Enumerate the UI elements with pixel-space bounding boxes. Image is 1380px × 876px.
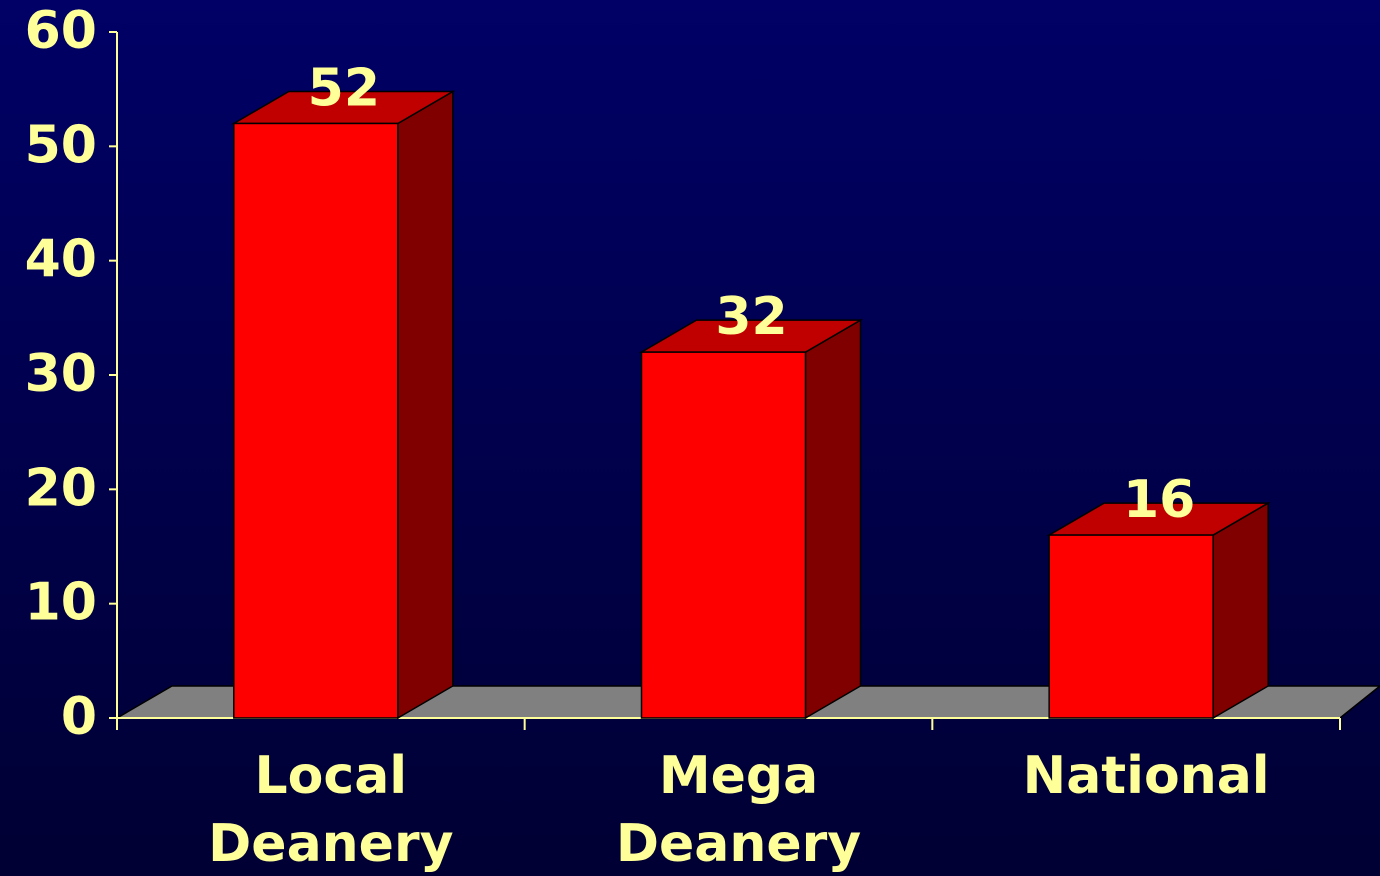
bar-side (1212, 501, 1269, 720)
value-label: 32 (715, 287, 787, 347)
x-tick-label: Local Deanery (208, 746, 454, 874)
y-tick-label: 50 (25, 115, 97, 175)
x-tick-label: National (1022, 746, 1270, 806)
y-tick-label: 60 (25, 1, 97, 61)
bar-side (397, 90, 454, 720)
y-tick-label: 10 (25, 573, 97, 633)
x-tick-label: Mega Deanery (615, 746, 862, 874)
y-tick-label: 40 (25, 230, 97, 290)
y-tick-label: 20 (25, 458, 97, 518)
y-tick-label: 0 (61, 687, 97, 747)
value-label: 52 (308, 58, 380, 118)
value-label: 16 (1123, 470, 1195, 530)
bar (640, 351, 807, 719)
y-tick-label: 30 (25, 344, 97, 404)
bar-side (804, 318, 862, 720)
bar (1048, 534, 1214, 719)
bar (233, 122, 399, 719)
